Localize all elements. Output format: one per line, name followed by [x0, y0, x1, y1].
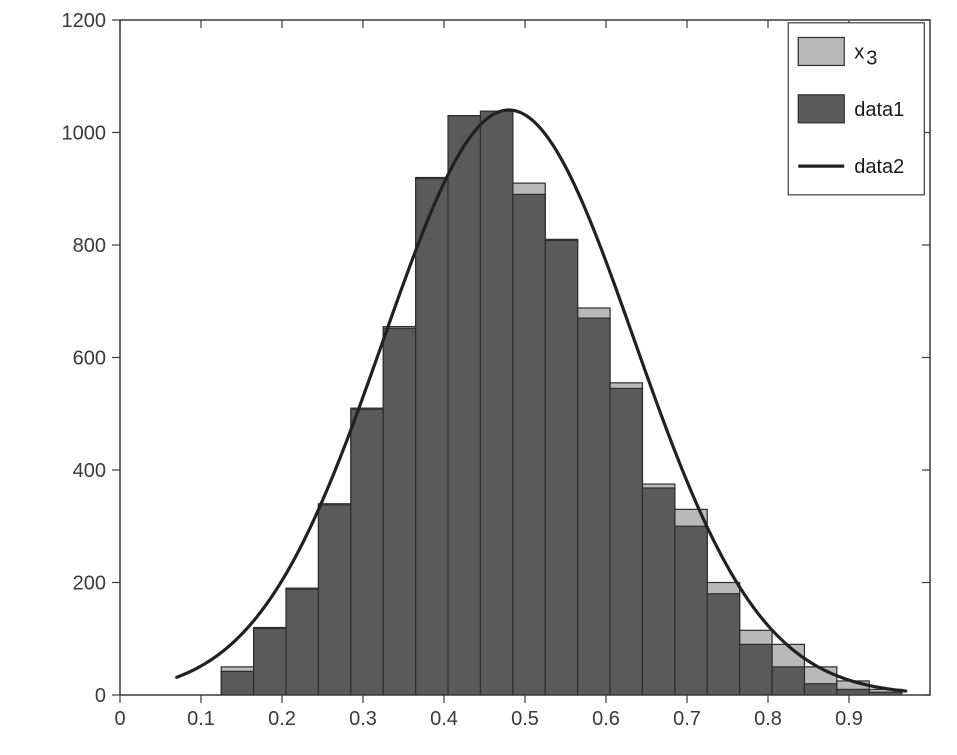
x-tick-label: 0.7 [673, 708, 701, 730]
bar-data1 [642, 488, 674, 695]
y-tick-label: 0 [95, 685, 106, 707]
y-tick-label: 1000 [62, 123, 107, 145]
bar-data1 [578, 318, 610, 695]
x-tick-label: 0.8 [754, 708, 782, 730]
bar-data1 [286, 589, 318, 695]
bar-data1 [383, 328, 415, 695]
y-tick-label: 1200 [62, 10, 107, 32]
bar-data1 [610, 388, 642, 695]
y-tick-label: 200 [73, 573, 106, 595]
bar-data1 [675, 526, 707, 695]
x-tick-label: 0.6 [592, 708, 620, 730]
x-tick-label: 0.2 [268, 708, 296, 730]
x-tick-label: 0 [114, 708, 125, 730]
legend-label: data1 [854, 99, 904, 121]
legend-swatch [798, 37, 844, 65]
bar-data1 [480, 111, 512, 695]
bar-data1 [221, 671, 253, 695]
legend-label-sub: 3 [866, 47, 877, 69]
bar-data1 [740, 644, 772, 695]
bar-data1 [772, 667, 804, 695]
legend-label: data2 [854, 156, 904, 178]
x-tick-label: 0.1 [187, 708, 215, 730]
y-tick-label: 600 [73, 348, 106, 370]
x-tick-label: 0.4 [430, 708, 458, 730]
legend-label: x [854, 41, 864, 63]
chart-svg: 0 0.1 0.2 0.3 0.4 0.5 0.6 0.7 0.8 0.9 0 200 400 600 80… [0, 0, 957, 755]
bar-data1 [707, 594, 739, 695]
bar-data1 [351, 409, 383, 695]
y-tick-label: 800 [73, 235, 106, 257]
bar-data1 [318, 505, 350, 695]
legend: x3 data1 data2 [788, 23, 924, 195]
bar-data1 [545, 241, 577, 696]
bar-data1 [513, 194, 545, 695]
bar-data1 [416, 179, 448, 695]
legend-swatch [798, 95, 844, 123]
bar-data1 [837, 689, 869, 695]
bar-data1 [448, 116, 480, 695]
x-tick-label: 0.9 [835, 708, 863, 730]
x-tick-label: 0.5 [511, 708, 539, 730]
bar-data1 [804, 684, 836, 695]
y-tick-label: 400 [73, 460, 106, 482]
histogram-chart: 0 0.1 0.2 0.3 0.4 0.5 0.6 0.7 0.8 0.9 0 200 400 600 80… [0, 0, 957, 755]
x-tick-label: 0.3 [349, 708, 377, 730]
bar-data1 [254, 629, 286, 695]
